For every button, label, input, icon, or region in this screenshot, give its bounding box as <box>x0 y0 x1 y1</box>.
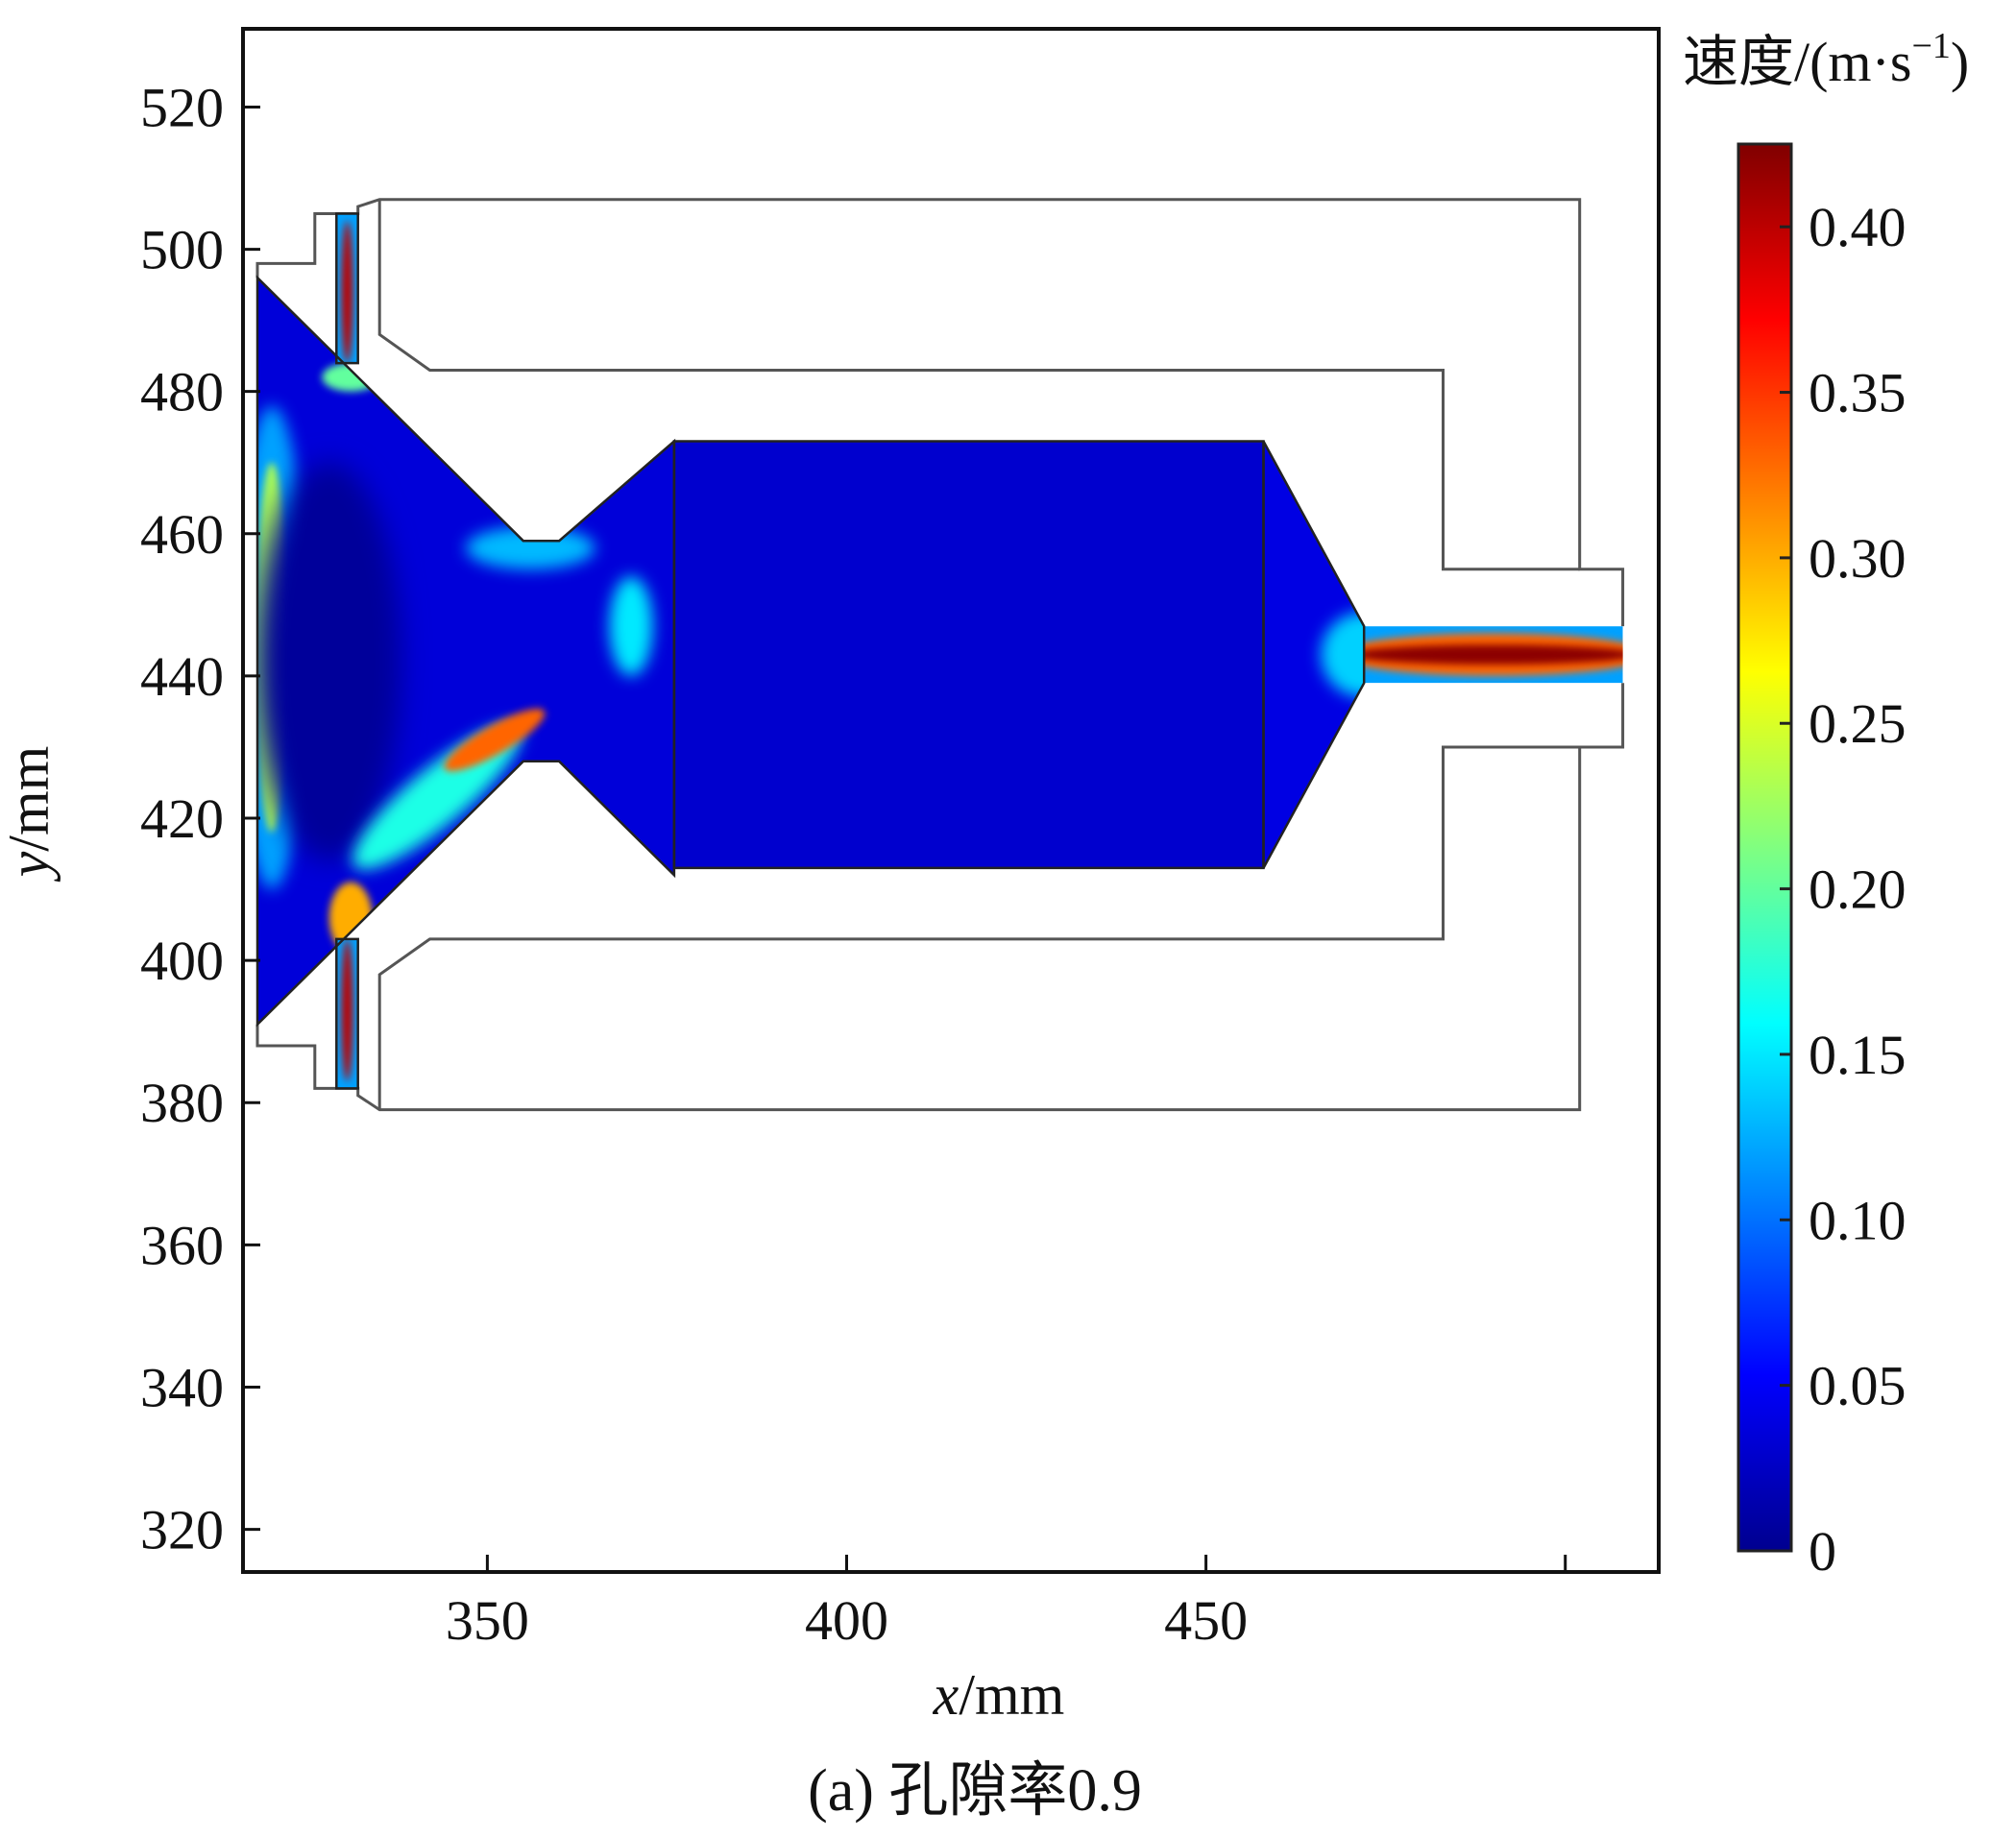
y-axis-label: y/mm <box>0 746 61 883</box>
y-tick-label-460: 460 <box>140 503 224 566</box>
lower-slot-outline <box>335 937 359 1090</box>
lower-slot-field <box>336 938 358 1089</box>
y-tick-label-520: 520 <box>140 76 224 138</box>
colorbar-tick-label-3: 0.15 <box>1809 1024 1907 1086</box>
outlet-cone-base <box>1263 441 1365 868</box>
colorbar-tick-label-4: 0.20 <box>1809 859 1907 921</box>
x-axis: 350 400 450 <box>446 1555 1567 1652</box>
y-tick-label-400: 400 <box>140 930 224 992</box>
colorbar-tick-label-6: 0.30 <box>1809 527 1907 590</box>
housing-line-3 <box>377 745 1580 1110</box>
y-tick-label-440: 440 <box>140 645 224 708</box>
housing-line-0 <box>255 198 1625 627</box>
y-tick-label-500: 500 <box>140 219 224 281</box>
upper-slot-field <box>336 213 358 364</box>
inlet-cone-outline <box>255 275 676 1028</box>
lower-slot-jet <box>341 938 353 1082</box>
colorbar-gradient <box>1737 142 1793 1553</box>
x-tick-label-350: 350 <box>446 1589 529 1652</box>
housing-line-1 <box>377 199 1580 571</box>
y-tick-label-320: 320 <box>140 1499 224 1561</box>
plot-frame <box>241 27 1661 1574</box>
inlet-cone-field <box>257 278 674 1025</box>
colorbar-tick-label-0: 0 <box>1809 1520 1836 1583</box>
monolith-field <box>673 441 1264 868</box>
colorbar-tick-label-8: 0.40 <box>1809 196 1907 258</box>
x-tick-label-400: 400 <box>805 1589 888 1652</box>
y-tick-label-380: 380 <box>140 1072 224 1134</box>
upper-slot-outline <box>335 212 359 365</box>
y-tick-label-340: 340 <box>140 1356 224 1418</box>
colorbar-tick-label-2: 0.10 <box>1809 1189 1907 1251</box>
throat-bulb <box>609 576 653 676</box>
y-tick-label-360: 360 <box>140 1214 224 1276</box>
outlet-pipe-field <box>1364 626 1623 684</box>
y-axis: 320 340 360 380 400 420 440 460 480 500 520 <box>140 76 260 1561</box>
upper-corner-spot <box>322 363 380 392</box>
throat-upper-halo <box>465 526 595 569</box>
domain-outline <box>255 212 1366 1090</box>
colorbar-tick-label-1: 0.05 <box>1809 1355 1907 1417</box>
upper-slot-jet <box>341 220 353 364</box>
outlet-cone-halo <box>1321 612 1365 698</box>
figure-caption: (a) 孔隙率0.9 <box>808 1758 1142 1824</box>
lower-jet-core <box>444 709 546 772</box>
housing-line-2 <box>255 683 1625 1112</box>
housing-outline <box>255 198 1625 1112</box>
colorbar-tick-label-7: 0.35 <box>1809 362 1907 424</box>
y-tick-label-480: 480 <box>140 361 224 423</box>
outlet-cone-outline <box>1262 440 1366 869</box>
y-tick-label-420: 420 <box>140 787 224 850</box>
colorbar-tick-label-5: 0.25 <box>1809 692 1907 755</box>
outlet-pipe-core <box>1364 644 1623 665</box>
inlet-dark-core <box>257 462 401 861</box>
outlet-cone-field <box>1263 441 1365 868</box>
colorbar-ticks: 0 0.05 0.10 0.15 0.20 0.25 0.30 0.35 0.40 <box>1780 196 1907 1583</box>
velocity-field <box>257 213 1623 1089</box>
x-tick-label-450: 450 <box>1164 1589 1248 1652</box>
x-axis-label: x/mm <box>933 1663 1065 1727</box>
colorbar-title: 速度/(m·s−1) <box>1683 26 1969 93</box>
colorbar: 0 0.05 0.10 0.15 0.20 0.25 0.30 0.35 0.40 速度/(m·… <box>1683 26 1969 1583</box>
